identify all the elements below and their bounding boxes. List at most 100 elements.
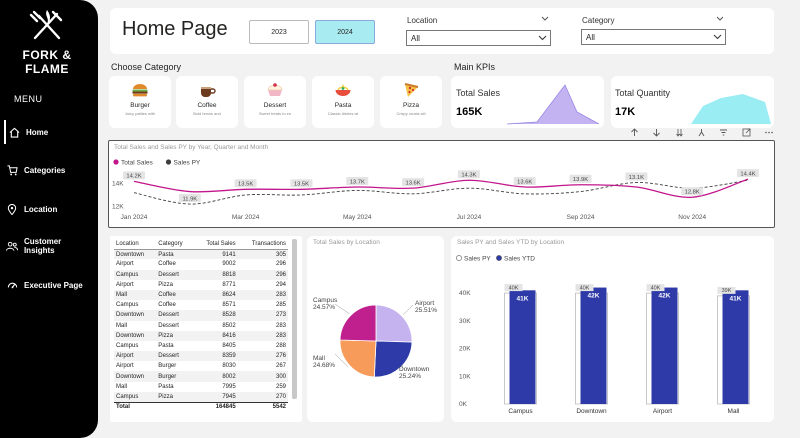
table-cell: Mall: [116, 322, 128, 329]
table-cell: Mall: [114, 289, 157, 301]
sales-table: Location Category Total Sales Transactions …: [114, 239, 288, 413]
location-collapse-chevron-icon[interactable]: [541, 16, 549, 22]
data-label-bg: [569, 174, 592, 183]
nav-item-location[interactable]: Location: [4, 197, 94, 221]
table-row[interactable]: Campus Coffee 8571 285: [114, 300, 288, 310]
line-chart: Total Sales Sales PY 12K 14K Jan 2024 Mar 202…: [112, 159, 759, 221]
table-row[interactable]: Downtown Pasta 9141 305: [114, 249, 288, 260]
table-header-cell[interactable]: Category: [156, 239, 194, 250]
arrow-up-icon[interactable]: [630, 127, 639, 137]
bar-label-bg: [717, 286, 736, 294]
year-button-2023[interactable]: 2023: [249, 20, 309, 44]
focus-mode-icon[interactable]: [742, 128, 751, 137]
table-row[interactable]: Airport Burger 8030 267: [114, 361, 288, 371]
pie-label-pct: 24.57%: [313, 304, 335, 311]
table-row[interactable]: Downtown Pizza 8416 283: [114, 330, 288, 341]
chevron-down-icon: [538, 35, 547, 41]
kpi-value: 165K: [456, 106, 483, 118]
bar-sales-ytd[interactable]: [580, 287, 607, 404]
table-header-cell[interactable]: Transactions: [237, 239, 288, 250]
table-cell: Campus: [116, 342, 139, 349]
x-tick-label: Jul 2024: [457, 214, 482, 221]
pie-slice-downtown[interactable]: [373, 340, 413, 378]
category-card-pizza[interactable]: Pizza Crispy crusts wit: [380, 76, 442, 128]
legend-marker: [496, 255, 502, 261]
data-label-bg: [234, 179, 257, 188]
category-card-dessert[interactable]: Dessert Sweet treats to en: [244, 76, 306, 128]
double-arrow-down-icon[interactable]: [675, 128, 684, 137]
table-row[interactable]: Mall Coffee 8624 283: [114, 289, 288, 301]
table-cell: 296: [237, 269, 288, 280]
data-label: 13.6K: [513, 177, 536, 185]
data-label: 13.5K: [290, 179, 313, 188]
pasta-icon: [335, 83, 351, 96]
nav-item-executive-page[interactable]: Executive Page: [4, 273, 94, 297]
table-row[interactable]: Downtown Burger 8002 300: [114, 371, 288, 382]
bar-sales-ytd[interactable]: [509, 290, 536, 404]
kpi-sparkline-area: [671, 94, 771, 124]
table-row[interactable]: Downtown Dessert 8528 273: [114, 310, 288, 321]
bar-chart: Sales PY Sales YTD 0K 10K 20K 30K 40K 40K 41K Cam…: [456, 255, 750, 415]
pie-slice-airport[interactable]: [375, 304, 413, 343]
coffee-icon: [201, 87, 216, 97]
table-row[interactable]: Airport Coffee 9002 296: [114, 259, 288, 269]
data-label-bg: [402, 178, 425, 187]
brand-logo: FORK & FLAME: [14, 8, 80, 75]
pie-label-name: Mall: [313, 355, 325, 362]
arrow-down-icon[interactable]: [652, 128, 661, 137]
table-cell: Downtown: [114, 371, 157, 382]
main-kpis-label: Main KPIs: [454, 62, 496, 72]
table-cell: Dessert: [156, 269, 194, 280]
nav-item-categories[interactable]: Categories: [4, 158, 94, 182]
map-pin-icon: [7, 203, 17, 215]
table-header-cell[interactable]: Location: [114, 239, 157, 250]
table-cell: 8528: [193, 310, 238, 321]
table-header-cell[interactable]: Total Sales: [193, 239, 238, 250]
table-row[interactable]: Mall Pasta 7995 259: [114, 382, 288, 392]
drill-down-fork-icon[interactable]: [697, 128, 706, 137]
year-button-2024[interactable]: 2024: [315, 20, 375, 44]
more-options-icon[interactable]: [764, 128, 774, 137]
data-label-bg: [178, 194, 201, 203]
pie-slice-mall[interactable]: [339, 339, 377, 378]
table-row[interactable]: Airport Dessert 8359 276: [114, 351, 288, 362]
table-cell: Pasta: [158, 342, 174, 349]
pie-label-pct: 24.68%: [313, 362, 335, 369]
category-card-burger[interactable]: Burger Juicy patties with: [109, 76, 171, 128]
category-card-pasta[interactable]: Pasta Classic dishes wi: [312, 76, 374, 128]
filter-lines-icon[interactable]: [719, 128, 728, 137]
table-row[interactable]: Mall Dessert 8502 283: [114, 321, 288, 331]
data-label: 11.9K: [178, 194, 201, 203]
bar-label-bg: [504, 284, 523, 292]
category-card-desc: Juicy patties with: [124, 111, 156, 116]
pie-slice-campus[interactable]: [339, 304, 377, 342]
category-collapse-chevron-icon[interactable]: [716, 16, 724, 22]
category-card-coffee[interactable]: Coffee Bold brews and: [176, 76, 238, 128]
category-dropdown[interactable]: All: [581, 29, 726, 45]
data-label: 12.8K: [681, 187, 704, 196]
chevron-down-icon: [713, 34, 722, 40]
legend-marker: [113, 159, 119, 165]
bar-sales-ytd[interactable]: [651, 287, 678, 404]
table-row[interactable]: Campus Pizza 7945 270: [114, 391, 288, 402]
bar-sales-ytd[interactable]: [722, 290, 749, 404]
table-row[interactable]: Airport Pizza 8771 294: [114, 280, 288, 290]
table-row[interactable]: Campus Dessert 8818 296: [114, 269, 288, 280]
table-cell: 285: [275, 302, 286, 309]
table-cell: 283: [237, 289, 288, 301]
table-cell: 8030: [222, 363, 236, 370]
table-cell: 8359: [193, 351, 238, 362]
series-line-total-sales[interactable]: [133, 178, 749, 198]
table-row[interactable]: Campus Pasta 8405 288: [114, 341, 288, 351]
location-dropdown[interactable]: All: [406, 30, 551, 46]
series-line-sales-py[interactable]: [133, 179, 749, 205]
bar-chart-title: Sales PY and Sales YTD by Location: [457, 239, 565, 246]
legend-label: Sales PY: [464, 256, 491, 263]
data-label-text: 14.2K: [126, 174, 141, 180]
nav-item-home[interactable]: Home: [4, 120, 94, 144]
pie-label-pct: 25.24%: [399, 373, 421, 380]
bar-label-py: 40K: [504, 284, 523, 292]
table-scrollbar[interactable]: [292, 239, 297, 399]
nav-item-customer-insights[interactable]: Customer Insights: [4, 234, 94, 258]
